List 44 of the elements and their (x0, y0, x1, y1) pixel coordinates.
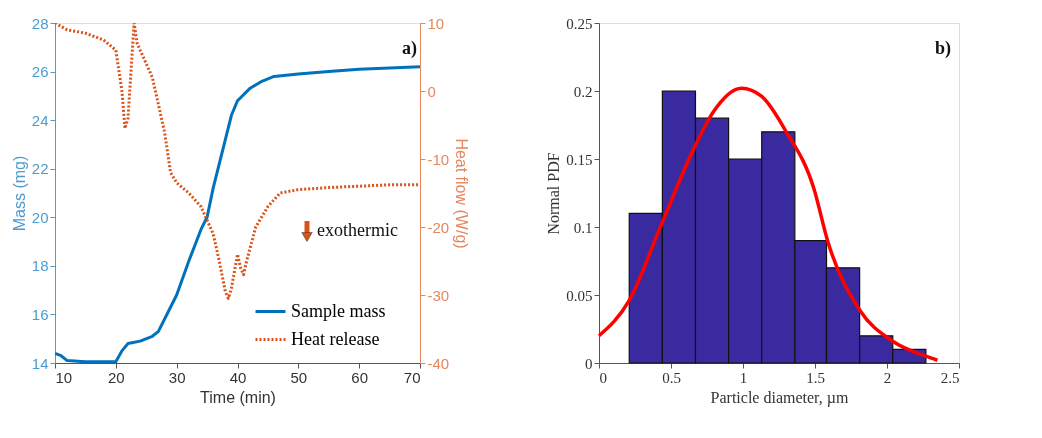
legend-label: Heat release (291, 328, 380, 349)
x-tick-label: 1 (739, 369, 748, 386)
y-tick-label: 0.15 (566, 151, 593, 168)
x-tick-label: 2 (883, 369, 892, 386)
y-tick-label: 0.1 (573, 219, 593, 236)
y-tick-label: 0.05 (566, 287, 593, 304)
y2-tick-label: -20 (427, 218, 450, 236)
line-series (597, 86, 940, 363)
y-tick-label: 26 (31, 63, 49, 81)
y2-axis-title: Heat flow (W/g) (453, 138, 471, 249)
y-tick-label: 24 (31, 111, 49, 129)
x-tick-label: 0.5 (662, 369, 681, 386)
y2-tick-label: -10 (427, 150, 450, 168)
x-tick-label: 30 (168, 368, 186, 386)
y-tick-label: 20 (31, 208, 49, 226)
y-tick-label: 14 (31, 354, 49, 372)
y-tick-label: 22 (31, 160, 49, 178)
x-tick-label: 10 (55, 368, 73, 386)
x-tick-label: 60 (351, 368, 369, 386)
y2-tick-label: 10 (427, 14, 445, 32)
legend-label: Sample mass (291, 300, 386, 321)
y-axis-title: Mass (mg) (10, 155, 28, 232)
x-tick-label: 50 (290, 368, 308, 386)
y2-tick-label: -30 (427, 286, 450, 304)
y-tick-label: 0.25 (566, 15, 593, 32)
y-tick-label: 0.2 (573, 83, 593, 100)
x-tick-label: 70 (403, 368, 421, 386)
x-tick-label: 0 (599, 369, 607, 386)
y2-tick-label: -40 (427, 354, 450, 372)
x-tick-label: 20 (107, 368, 125, 386)
y-tick-label: 16 (31, 305, 49, 323)
y-tick-label: 0 (585, 355, 593, 372)
x-tick-label: 1.5 (806, 369, 825, 386)
y-tick-label: 18 (31, 257, 49, 275)
y-tick-label: 28 (31, 14, 49, 32)
x-tick-label: 2.5 (940, 369, 960, 386)
x-axis-title: Particle diameter, µm (710, 388, 849, 407)
annotation: a) (402, 38, 417, 59)
y2-tick-label: 0 (427, 82, 436, 100)
y-axis-title: Normal PDF (545, 152, 563, 235)
annotation: b) (934, 38, 951, 59)
x-tick-label: 40 (229, 368, 247, 386)
annotation: exothermic (317, 220, 398, 240)
x-axis-title: Time (min) (200, 388, 276, 406)
